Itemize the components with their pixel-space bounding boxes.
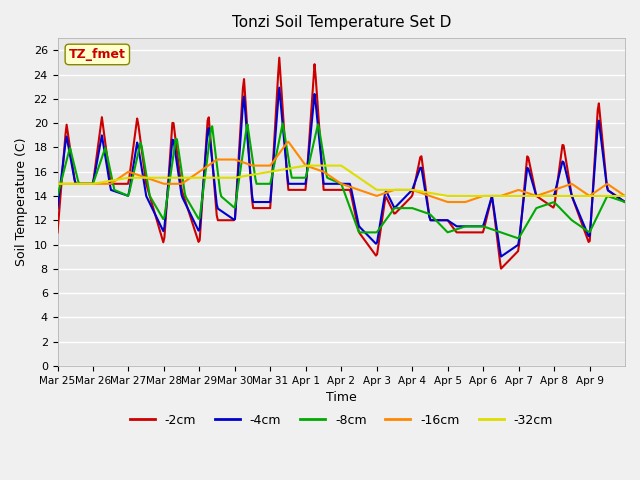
Y-axis label: Soil Temperature (C): Soil Temperature (C) (15, 138, 28, 266)
X-axis label: Time: Time (326, 391, 356, 404)
Text: TZ_fmet: TZ_fmet (69, 48, 125, 61)
Title: Tonzi Soil Temperature Set D: Tonzi Soil Temperature Set D (232, 15, 451, 30)
Legend: -2cm, -4cm, -8cm, -16cm, -32cm: -2cm, -4cm, -8cm, -16cm, -32cm (125, 409, 558, 432)
